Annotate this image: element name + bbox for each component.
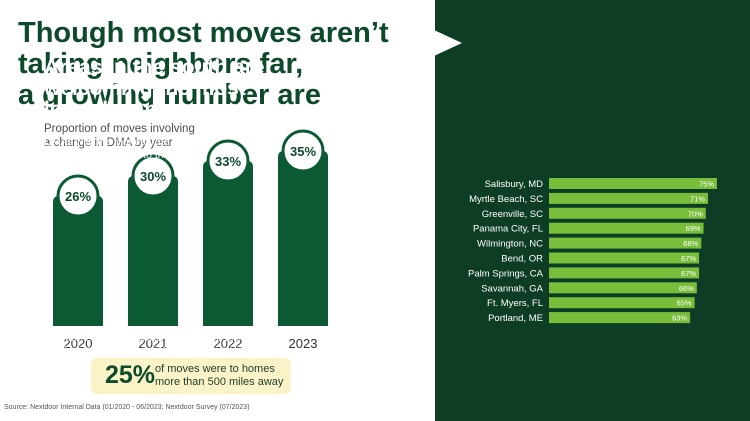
bar-group: 26% 2020 [53, 174, 103, 351]
right-headline-line-2: welcoming the most [44, 77, 246, 100]
bar [203, 161, 253, 326]
bar-data-label: 30% [140, 169, 166, 184]
dma-chart-subtitle-line-2: long-distance moves to them [44, 149, 179, 161]
dma-chart-subtitle-line-1: DMAs with the highest rate of [44, 136, 182, 148]
right-headline: Areas in the south are welcoming the mos… [44, 57, 294, 120]
bar-category-label: 2022 [214, 336, 243, 351]
bar-category-label: 2020 [64, 336, 93, 351]
left-headline-line-3: a growing number are [18, 79, 321, 111]
left-headline: Though most moves aren’t taking neighbor… [18, 18, 428, 111]
callout-text: of moves were to homes more than 500 mil… [155, 363, 289, 389]
dma-chart-subtitle: DMAs with the highest rate of long-dista… [44, 136, 274, 162]
year-bar-chart: 26% 2020 30% 2021 33% 2022 35% 2023 [53, 129, 328, 351]
bar-group: 30% 2021 [128, 154, 178, 351]
bar-data-label: 35% [290, 144, 316, 159]
footnote-line-1: *where new DMA is different from previou… [62, 333, 244, 343]
bar-group: 33% 2022 [203, 139, 253, 351]
callout-box: 25% of moves were to homes more than 500… [91, 358, 291, 394]
left-headline-line-2: taking neighbors far, [18, 48, 304, 80]
bar-label-circle [56, 174, 100, 218]
bar-label-circle [281, 129, 325, 173]
bar-data-label: 26% [65, 189, 91, 204]
bar-category-label: 2023 [289, 336, 318, 351]
bar [53, 196, 103, 326]
bar-label-circle [131, 154, 175, 198]
bar-chart-subtitle: Proportion of moves involving a change i… [44, 122, 244, 150]
bar-group: 35% 2023 [278, 129, 328, 351]
bar-data-label: 33% [215, 154, 241, 169]
left-headline-line-1: Though most moves aren’t [18, 17, 389, 49]
pointer-arrow [434, 30, 462, 56]
footnote-line-2: & among DMAs with more than 1k moves in … [62, 344, 242, 354]
bar-chart-subtitle-line-1: Proportion of moves involving [44, 123, 195, 135]
source-note: Source: Nextdoor Internal Data (01/2020 … [4, 404, 250, 411]
right-headline-line-3: long-distance movers [44, 98, 262, 121]
right-headline-line-1: Areas in the south are [44, 56, 265, 79]
bar [128, 176, 178, 326]
bar-category-label: 2021 [139, 336, 168, 351]
callout-text-line-1: of moves were to homes [155, 363, 275, 375]
right-panel [435, 0, 750, 421]
callout-value: 25% [105, 361, 156, 389]
bar [278, 151, 328, 326]
callout-text-line-2: more than 500 miles away [155, 376, 284, 388]
bar-chart-subtitle-line-2: a change in DMA by year [44, 137, 173, 149]
bar-label-circle [206, 139, 250, 183]
footnote: *where new DMA is different from previou… [62, 333, 302, 355]
